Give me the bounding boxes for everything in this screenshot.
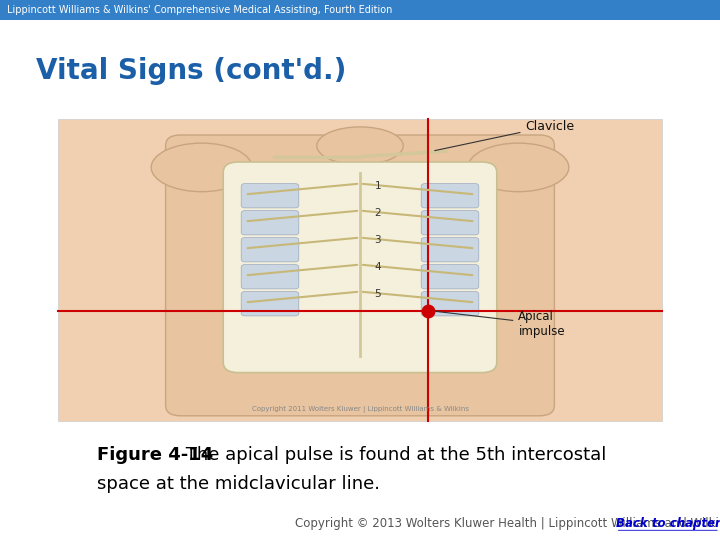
FancyBboxPatch shape xyxy=(166,135,554,416)
Text: Figure 4-14: Figure 4-14 xyxy=(97,446,213,463)
Text: Clavicle: Clavicle xyxy=(435,119,575,151)
Ellipse shape xyxy=(317,127,403,165)
FancyBboxPatch shape xyxy=(421,292,479,316)
FancyBboxPatch shape xyxy=(241,292,299,316)
FancyBboxPatch shape xyxy=(241,265,299,289)
Text: 5: 5 xyxy=(374,289,381,299)
Text: Apical
impulse: Apical impulse xyxy=(431,310,565,338)
FancyBboxPatch shape xyxy=(241,238,299,262)
Text: Copyright 2011 Wolters Kluwer | Lippincott Williams & Wilkins: Copyright 2011 Wolters Kluwer | Lippinco… xyxy=(251,406,469,413)
Ellipse shape xyxy=(151,143,252,192)
Text: 1: 1 xyxy=(374,181,381,191)
Text: Lippincott Williams & Wilkins' Comprehensive Medical Assisting, Fourth Edition: Lippincott Williams & Wilkins' Comprehen… xyxy=(7,5,392,15)
FancyBboxPatch shape xyxy=(58,119,662,421)
Text: 4: 4 xyxy=(374,262,381,272)
FancyBboxPatch shape xyxy=(241,211,299,235)
Ellipse shape xyxy=(468,143,569,192)
FancyBboxPatch shape xyxy=(241,184,299,208)
Text: Back to chapter objectives: Back to chapter objectives xyxy=(616,517,720,530)
FancyBboxPatch shape xyxy=(421,184,479,208)
Text: Vital Signs (cont'd.): Vital Signs (cont'd.) xyxy=(36,57,346,85)
FancyBboxPatch shape xyxy=(421,265,479,289)
Text: 2: 2 xyxy=(374,208,381,218)
FancyBboxPatch shape xyxy=(223,162,497,373)
FancyBboxPatch shape xyxy=(421,211,479,235)
FancyBboxPatch shape xyxy=(421,238,479,262)
Text: 3: 3 xyxy=(374,235,381,245)
Text: Copyright © 2013 Wolters Kluwer Health | Lippincott Williams and Wilkins: Copyright © 2013 Wolters Kluwer Health |… xyxy=(295,517,720,530)
Text: The apical pulse is found at the 5th intercostal: The apical pulse is found at the 5th int… xyxy=(180,446,606,463)
Text: space at the midclavicular line.: space at the midclavicular line. xyxy=(97,475,380,493)
FancyBboxPatch shape xyxy=(0,0,720,20)
